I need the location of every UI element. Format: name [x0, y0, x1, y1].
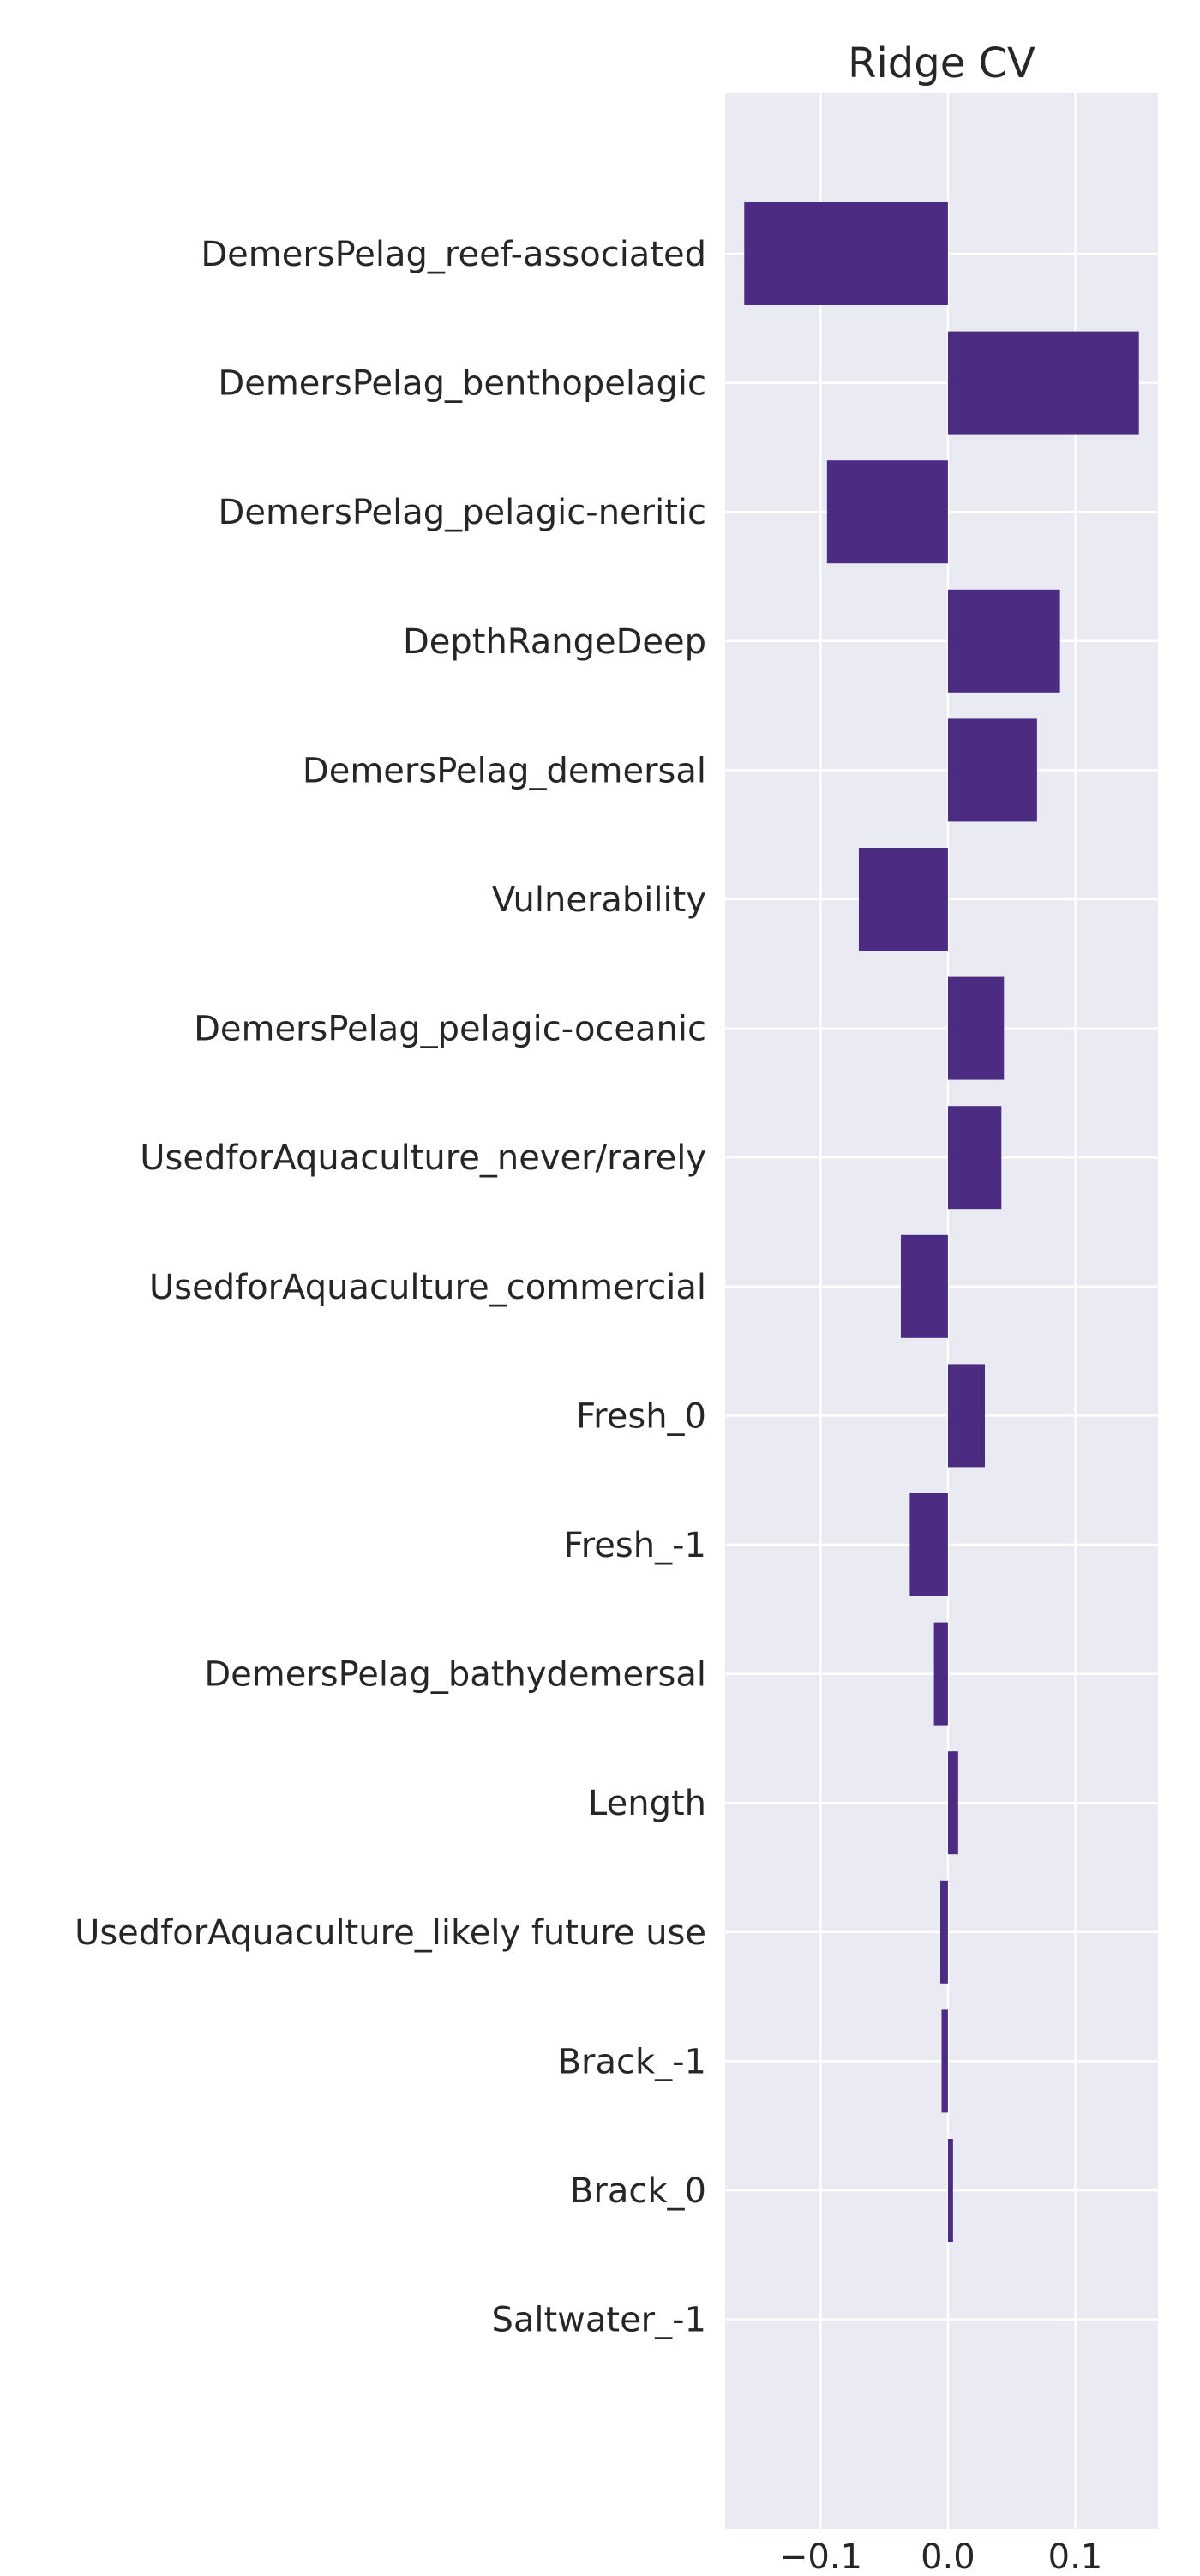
y-tick-label: Saltwater_-1 — [491, 2301, 706, 2340]
bar — [947, 718, 1037, 822]
bar — [947, 1751, 958, 1855]
bar — [909, 1493, 948, 1596]
bar — [940, 1880, 948, 1984]
y-tick-label: UsedforAquaculture_likely future use — [75, 1913, 706, 1953]
bar — [947, 976, 1005, 1080]
bar — [947, 2139, 953, 2242]
y-tick-label: DemersPelag_pelagic-neritic — [219, 493, 706, 532]
y-tick-label: DepthRangeDeep — [403, 622, 706, 662]
bar — [941, 2009, 948, 2113]
y-tick-label: Length — [588, 1784, 706, 1823]
chart-title: Ridge CV — [848, 39, 1035, 87]
x-tick-labels: −0.1 0.0 0.1 — [779, 2537, 1103, 2576]
bar — [947, 1364, 985, 1468]
y-tick-label: DemersPelag_pelagic-oceanic — [194, 1010, 706, 1049]
y-tick-label: DemersPelag_demersal — [303, 751, 706, 790]
y-tick-label: Brack_-1 — [558, 2042, 706, 2081]
x-tick-label: 0.0 — [921, 2537, 975, 2572]
bar — [933, 1622, 948, 1726]
x-tick-label: 0.1 — [1048, 2537, 1103, 2572]
bar — [900, 1234, 948, 1338]
y-tick-label: Fresh_0 — [576, 1396, 706, 1436]
y-tick-label: DemersPelag_bathydemersal — [204, 1655, 706, 1695]
y-tick-label: DemersPelag_reef-associated — [201, 235, 706, 274]
x-tick-label: −0.1 — [779, 2537, 862, 2572]
bar — [947, 589, 1060, 693]
y-tick-label: UsedforAquaculture_never/rarely — [140, 1138, 706, 1178]
bar — [858, 848, 948, 951]
y-tick-labels: DemersPelag_reef-associated DemersPelag_b… — [75, 235, 706, 2340]
bar — [947, 331, 1139, 435]
y-tick-label: Fresh_-1 — [564, 1526, 706, 1565]
bar — [947, 1106, 1002, 1210]
y-tick-label: DemersPelag_benthopelagic — [218, 364, 706, 404]
y-tick-label: UsedforAquaculture_commercial — [149, 1268, 706, 1307]
y-tick-label: Vulnerability — [492, 880, 706, 920]
bars — [744, 202, 1139, 2242]
bar — [744, 202, 948, 305]
bar — [826, 460, 948, 564]
y-tick-label: Brack_0 — [570, 2171, 706, 2211]
